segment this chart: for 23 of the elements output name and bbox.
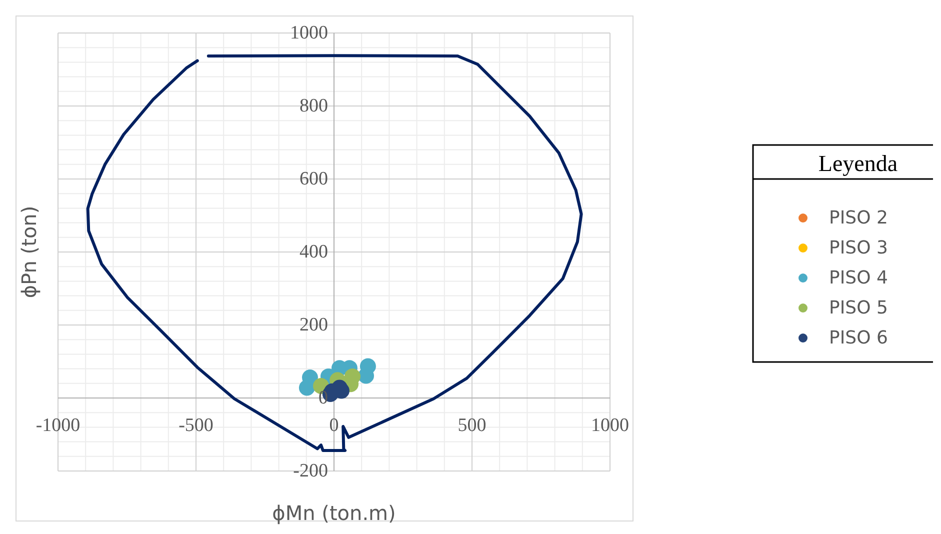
x-tick-label: 1000 [591,415,629,436]
legend-label: PISO 6 [829,328,888,348]
y-tick-label: 0 [318,388,328,408]
x-tick-label: -1000 [36,415,80,436]
x-tick-label: 500 [458,415,486,436]
y-tick-label: 800 [300,96,328,116]
y-tick-label: 200 [300,314,328,336]
point [298,380,315,396]
y-tick-label: -200 [293,460,328,482]
x-axis-title: ϕMn (ton.m) [272,501,396,525]
point [344,368,360,384]
x-tick-label: -500 [178,415,214,436]
line-series [86,54,583,452]
y-axis-title: ϕPn (ton) [17,206,41,298]
legend-label: PISO 5 [829,298,888,318]
legend-title: Leyenda [818,151,898,176]
legend-label: PISO 3 [829,238,888,258]
y-tick-label: 1000 [290,22,328,44]
legend-label: PISO 2 [829,208,888,228]
y-tick-label: 400 [300,242,328,262]
point [358,368,374,384]
y-tick-label: 600 [300,168,328,190]
legend-label: PISO 4 [829,268,888,288]
